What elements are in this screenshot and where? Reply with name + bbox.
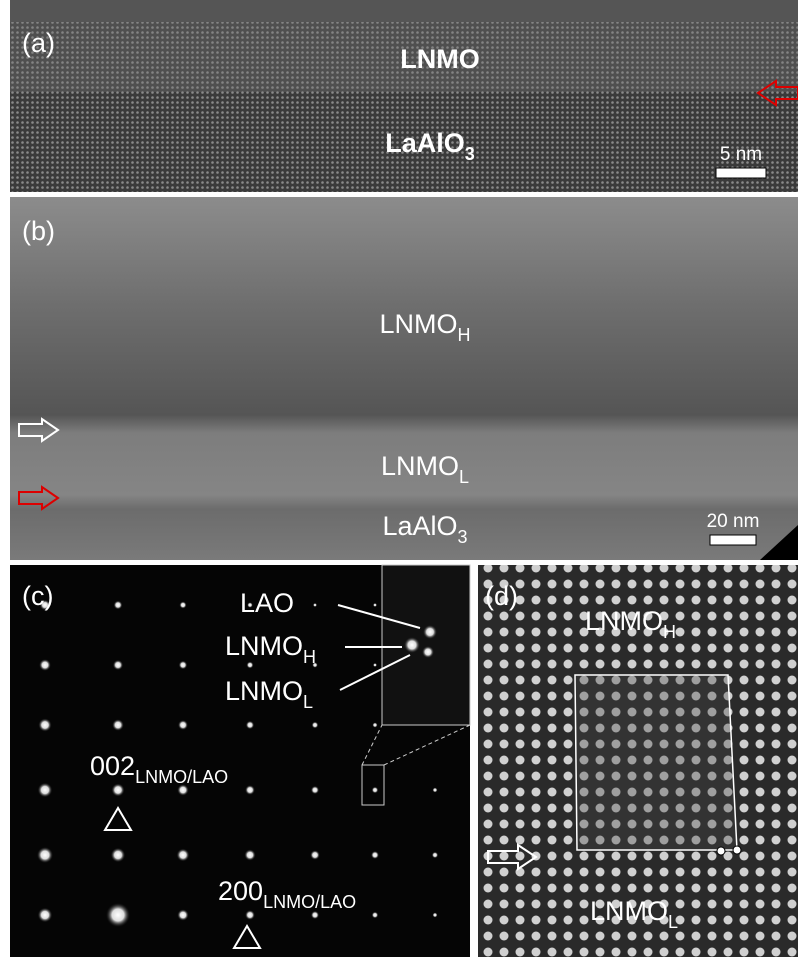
label-sub: H <box>663 622 676 642</box>
label-sub: LNMO/LAO <box>135 767 228 787</box>
diffraction-spot <box>373 603 377 607</box>
diffraction-spot <box>106 903 130 927</box>
region-box <box>575 675 737 850</box>
panel-tag: (d) <box>485 581 518 611</box>
inset-spot <box>422 646 434 658</box>
panel-b: (b) LNMOH LNMOL LaAlO3 20 nm <box>10 197 798 560</box>
label-text: LAO <box>240 588 294 618</box>
diffraction-spot <box>114 601 123 610</box>
diffraction-spot <box>247 662 254 669</box>
panel-tag: (b) <box>22 216 55 246</box>
label-text: LNMO <box>379 309 457 339</box>
inset-spot <box>423 625 437 639</box>
diffraction-spot <box>39 659 51 671</box>
surface <box>10 0 798 22</box>
label-text: LNMO <box>400 44 479 74</box>
diffraction-spot <box>178 720 188 730</box>
label-text: LNMO <box>590 896 668 926</box>
diffraction-spot <box>432 852 438 858</box>
scale-bar-label: 20 nm <box>707 511 760 532</box>
diffraction-spot <box>111 848 125 862</box>
diffraction-spot <box>372 787 379 794</box>
layer-label: LNMO <box>400 44 479 74</box>
diffraction-spot <box>38 783 53 798</box>
diffraction-spot <box>246 721 254 729</box>
panel-d: (d) LNMOH LNMOL <box>478 565 798 957</box>
diffraction-spot <box>179 661 188 670</box>
label-text: LNMO <box>225 676 303 706</box>
spot-label: LAO <box>240 588 294 618</box>
scale-bar <box>710 535 756 545</box>
label-sub: 3 <box>458 527 468 547</box>
diffraction-spot <box>311 911 319 919</box>
label-sub: L <box>459 467 469 487</box>
diffraction-spot <box>372 722 377 727</box>
corner-dot <box>717 847 725 855</box>
diffraction-spot <box>245 785 255 795</box>
diffraction-spot <box>38 908 53 923</box>
label-sub: LNMO/LAO <box>263 892 356 912</box>
corner-dot <box>733 846 741 854</box>
diffraction-spot <box>112 719 124 731</box>
inset-spot <box>404 637 420 653</box>
diffraction-spot <box>112 784 125 797</box>
label-text: LNMO <box>585 606 663 636</box>
label-text: 002 <box>90 751 135 781</box>
scale-bar-label: 5 nm <box>720 144 762 165</box>
label-sub: H <box>303 647 316 667</box>
diffraction-spot <box>177 909 188 920</box>
diffraction-spot <box>311 786 319 794</box>
diffraction-spot <box>310 850 320 860</box>
panel-tag: (c) <box>22 581 53 611</box>
diffraction-spot <box>373 663 377 667</box>
diffraction-spot <box>312 722 319 729</box>
diffraction-spot <box>113 660 123 670</box>
label-text: LNMO <box>225 631 303 661</box>
panel-tag: (a) <box>22 28 55 58</box>
diffraction-spot <box>38 718 51 731</box>
tem-image <box>10 197 798 560</box>
label-text: LaAlO <box>385 128 465 158</box>
label-sub: L <box>668 912 678 932</box>
label-text: 200 <box>218 876 263 906</box>
scale-bar <box>716 168 766 178</box>
inset <box>382 565 470 725</box>
panel-a: (a) LNMO LaAlO3 5 nm <box>10 0 798 192</box>
label-text: LaAlO <box>382 511 457 541</box>
diffraction-spot <box>244 849 255 860</box>
diffraction-spot <box>37 847 53 863</box>
diffraction-spot <box>245 910 255 920</box>
label-sub: 3 <box>465 144 475 164</box>
diffraction-spot <box>313 603 317 607</box>
diffraction-spot <box>179 601 186 608</box>
diffraction-spot <box>433 788 438 793</box>
diffraction-spot <box>372 912 379 919</box>
label-sub: L <box>303 692 313 712</box>
diffraction-spot <box>177 849 190 862</box>
diffraction-spot <box>371 851 379 859</box>
figure: (a) LNMO LaAlO3 5 nm (b) LNMOH LNMOL LaA… <box>0 0 798 957</box>
label-sub: H <box>458 325 471 345</box>
label-text: LNMO <box>381 451 459 481</box>
diffraction-spot <box>433 913 438 918</box>
